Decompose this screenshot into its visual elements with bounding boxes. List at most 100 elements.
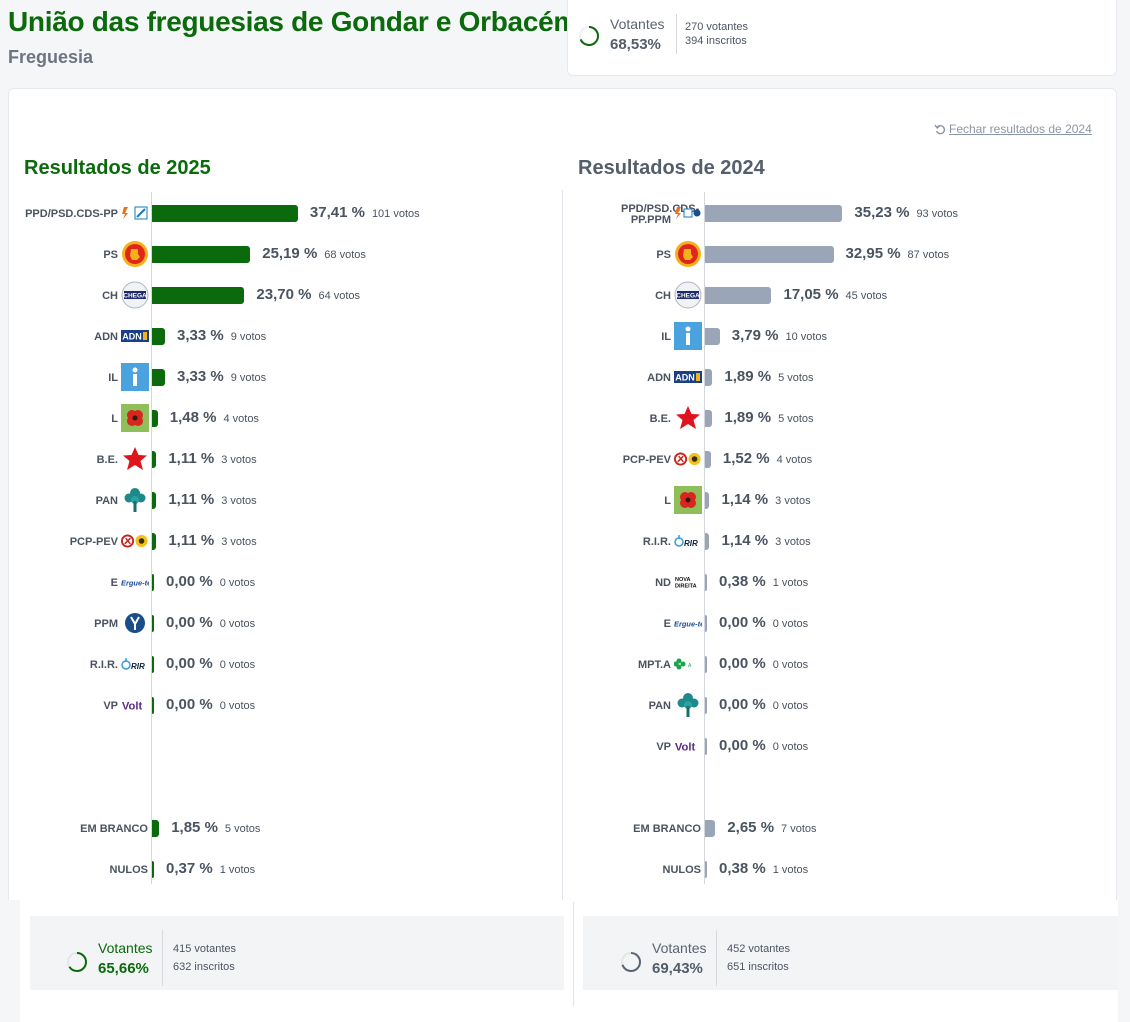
- result-percentage: 1,14 %: [721, 532, 769, 549]
- result-votes: 0 votos: [219, 700, 256, 712]
- party-label: PS: [103, 249, 118, 261]
- result-votes: 3 votos: [775, 536, 811, 548]
- result-percentage: 1,14 %: [721, 491, 769, 508]
- result-percentage: 0,38 %: [719, 860, 766, 877]
- result-votes: 1 votos: [219, 864, 256, 876]
- turnout-label: Votantes: [98, 939, 153, 956]
- turnout-voters: 452 votantes: [727, 943, 790, 955]
- result-bar: [705, 287, 772, 304]
- result-row: EM BRANCO 2,65 % 7 votos: [0, 818, 817, 838]
- result-percentage: 17,05 %: [783, 286, 839, 303]
- svg-text:CHEGA: CHEGA: [676, 293, 700, 300]
- result-bar: [705, 205, 843, 222]
- result-bar: [705, 410, 713, 427]
- party-label: PAN: [95, 495, 118, 507]
- result-bar: [705, 738, 707, 755]
- party-label: NULOS: [662, 864, 702, 876]
- be-star-logo: [674, 406, 702, 429]
- result-bar: [152, 410, 158, 427]
- result-row: L 1,14 % 3 votos: [0, 486, 811, 514]
- party-label: L: [664, 495, 671, 507]
- result-votes: 5 votos: [224, 823, 261, 835]
- turnout-divider: [676, 14, 677, 54]
- psd-cds-ppm-logo: [674, 203, 702, 223]
- result-row: E Ergue-te 0,00 % 0 votos: [0, 613, 808, 633]
- result-percentage: 1,48 %: [169, 409, 217, 426]
- party-label: PS: [656, 249, 671, 261]
- result-row: PPD/PSD.CDS-PP 37,41 % 101 votos: [0, 203, 560, 223]
- result-votes: 4 votos: [223, 413, 259, 425]
- result-votes: 0 votos: [772, 700, 809, 712]
- result-bar: [705, 820, 716, 837]
- result-percentage: 3,33 %: [176, 368, 224, 385]
- page-subtitle: Freguesia: [8, 47, 94, 67]
- party-label: B.E.: [649, 413, 671, 425]
- result-percentage: 0,00 %: [166, 696, 213, 713]
- result-row: NULOS 0,38 % 1 votos: [0, 859, 808, 879]
- result-row: L 1,48 % 4 votos: [0, 404, 560, 432]
- result-bar: [705, 656, 707, 673]
- turnout-ring-icon: [67, 952, 87, 972]
- turnout-divider: [716, 930, 717, 986]
- result-percentage: 0,00 %: [166, 655, 213, 672]
- result-votes: 0 votos: [219, 577, 256, 589]
- result-row: PAN 1,11 % 3 votos: [0, 488, 560, 512]
- results-2024-title: Resultados de 2024: [578, 157, 765, 179]
- result-votes: 0 votos: [772, 741, 809, 753]
- page-title: União das freguesias de Gondar e Orbacém: [8, 6, 578, 37]
- party-label: E: [663, 618, 671, 630]
- result-bar: [152, 287, 245, 304]
- party-label: PPD/PSD.CDS-PP.PPM: [621, 203, 700, 226]
- result-votes: 0 votos: [772, 618, 809, 630]
- turnout-percentage: 68,53%: [610, 35, 661, 53]
- result-votes: 3 votos: [775, 495, 811, 507]
- party-label: PCP-PEV: [69, 536, 118, 548]
- party-label: VP: [103, 700, 118, 712]
- result-row: E Ergue-te 0,00 % 0 votos: [0, 572, 560, 592]
- result-row: EM BRANCO 1,85 % 5 votos: [0, 818, 560, 838]
- party-label: R.I.R.: [89, 659, 118, 671]
- result-votes: 3 votos: [221, 495, 257, 507]
- result-row: PS 32,95 % 87 votos: [0, 241, 949, 267]
- result-percentage: 3,33 %: [176, 327, 224, 344]
- party-label: IL: [661, 331, 671, 343]
- result-bar: [705, 451, 711, 468]
- pan-tree-logo: [121, 488, 149, 512]
- axis-2024: [704, 192, 705, 884]
- party-label: ND: [655, 577, 671, 589]
- result-votes: 64 votos: [318, 290, 361, 302]
- result-votes: 9 votos: [230, 372, 267, 384]
- ergue-te-logo: Ergue-te: [674, 613, 702, 633]
- turnout-percentage: 65,66%: [98, 959, 149, 977]
- volt-logo: Volt: [121, 695, 149, 715]
- result-votes: 0 votos: [219, 659, 256, 671]
- result-row: ND NOVA DIREITA 0,38 % 1 votos: [0, 572, 808, 592]
- svg-text:NOVA: NOVA: [675, 577, 691, 583]
- result-bar: [705, 861, 707, 878]
- result-row: PAN 0,00 % 0 votos: [0, 693, 808, 717]
- result-percentage: 0,00 %: [719, 655, 766, 672]
- turnout-ring-icon: [621, 952, 641, 972]
- ps-fist-logo: [121, 241, 149, 267]
- result-row: PS 25,19 % 68 votos: [0, 241, 560, 267]
- party-label: CH: [102, 290, 118, 302]
- top-turnout-card: [567, 0, 1117, 76]
- party-label: PAN: [648, 700, 671, 712]
- svg-text:RIR: RIR: [131, 662, 145, 671]
- result-percentage: 1,11 %: [168, 532, 215, 549]
- result-bar: [705, 328, 720, 345]
- pcp-pev-logo: [121, 531, 149, 551]
- mpt-clover-logo: A: [674, 654, 702, 674]
- party-label: EM BRANCO: [80, 823, 148, 835]
- svg-text:A: A: [688, 663, 692, 669]
- result-votes: 0 votos: [219, 618, 256, 630]
- result-row: CH CHEGA 17,05 % 45 votos: [0, 281, 887, 309]
- close-2024-results-link[interactable]: Fechar resultados de 2024: [934, 122, 1092, 136]
- psd-cds-logo: [121, 203, 149, 223]
- result-bar: [705, 697, 707, 714]
- result-row: R.I.R. RIR 1,14 % 3 votos: [0, 531, 811, 551]
- il-logo: [674, 322, 702, 350]
- bottom-divider: [573, 902, 574, 1006]
- result-votes: 4 votos: [776, 454, 813, 466]
- turnout-percentage: 69,43%: [652, 959, 703, 977]
